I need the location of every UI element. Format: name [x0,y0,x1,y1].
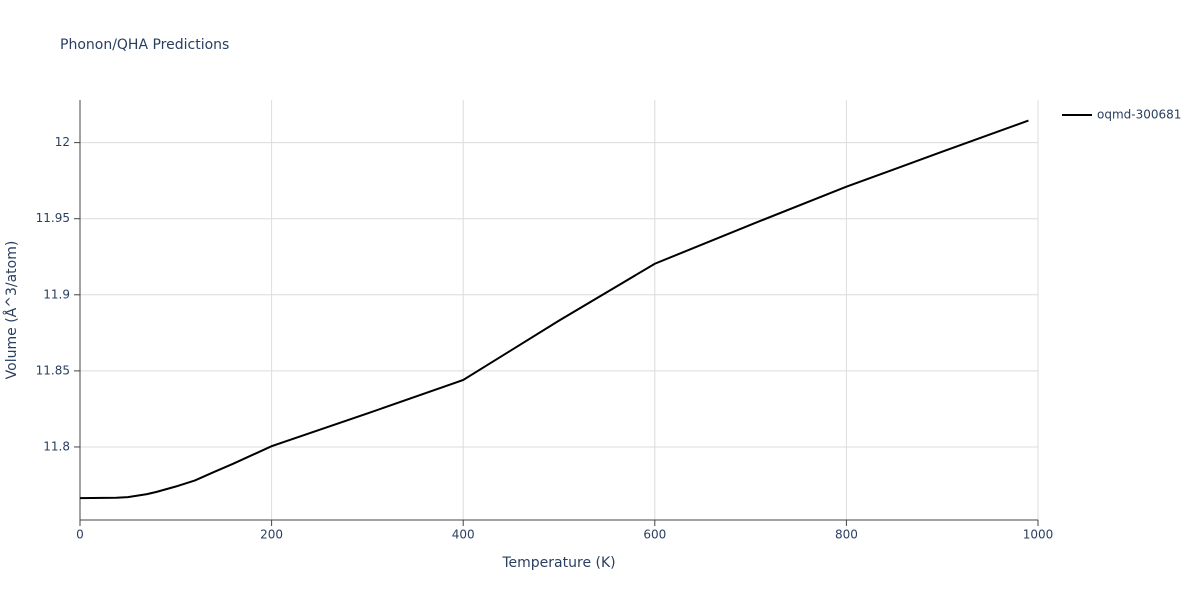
x-tick-label: 800 [835,528,858,542]
y-tick-label: 11.95 [36,211,70,225]
data-line [79,119,1029,500]
y-axis-label: Volume (Å^3/atom) [3,241,20,380]
chart-title: Phonon/QHA Predictions [60,37,229,53]
x-tick-label: 200 [260,528,283,542]
legend-label: oqmd-300681 [1097,108,1181,122]
y-tick-label: 12 [55,135,70,149]
y-tick-label: 11.85 [36,363,70,377]
x-tick-label: 1000 [1023,528,1054,542]
y-tick-label: 11.9 [43,287,70,301]
x-tick-label: 400 [452,528,475,542]
x-tick-label: 600 [643,528,666,542]
x-axis-label: Temperature (K) [501,555,615,571]
x-tick-label: 0 [76,528,84,542]
y-tick-label: 11.8 [43,439,70,453]
